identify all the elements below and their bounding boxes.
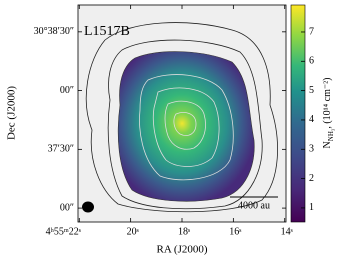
x-tick-label: 14ˢ <box>281 226 293 237</box>
x-axis-label: RA (J2000) <box>156 244 207 256</box>
colorbar-tick-label: 7 <box>309 26 314 37</box>
contour <box>107 39 263 210</box>
contour <box>173 112 197 136</box>
y-tick-label: 00″ <box>60 202 74 213</box>
y-tick-label: 00″ <box>60 85 74 96</box>
scale-bar-label: 4000 au <box>238 200 270 211</box>
colorbar-tick-label: 1 <box>309 202 314 213</box>
y-axis-label: Dec (J2000) <box>6 86 18 140</box>
colorbar-tick-label: 4 <box>309 114 314 125</box>
contour <box>85 22 278 213</box>
x-tick-label: 20ˢ <box>127 226 139 237</box>
x-tick-label: 4ʰ55ᵐ22ˢ <box>46 226 81 237</box>
x-tick-label: 18ˢ <box>178 226 190 237</box>
colorbar-unit: , (10¹⁴ cm⁻²) <box>322 78 333 129</box>
beam <box>82 201 94 213</box>
colorbar-tick-label: 6 <box>309 56 314 67</box>
x-tick-label: 16ˢ <box>229 226 241 237</box>
column-density-map <box>117 51 255 202</box>
contour <box>139 74 234 181</box>
y-tick-label: 30°38′30″ <box>34 26 74 37</box>
colorbar <box>290 4 306 223</box>
chart-title: L1517B <box>84 24 130 39</box>
colorbar-tick-label: 3 <box>309 144 314 155</box>
colorbar-tick-label: 5 <box>309 85 314 96</box>
colorbar-label: NNH₃, (10¹⁴ cm⁻²) <box>322 78 334 149</box>
y-tick-label: 37′30″ <box>48 144 74 155</box>
contour <box>164 100 206 150</box>
colorbar-symbol: N <box>322 141 333 148</box>
contour <box>152 87 220 167</box>
colorbar-subscript: NH₃ <box>327 128 335 141</box>
colorbar-tick-label: 2 <box>309 173 314 184</box>
